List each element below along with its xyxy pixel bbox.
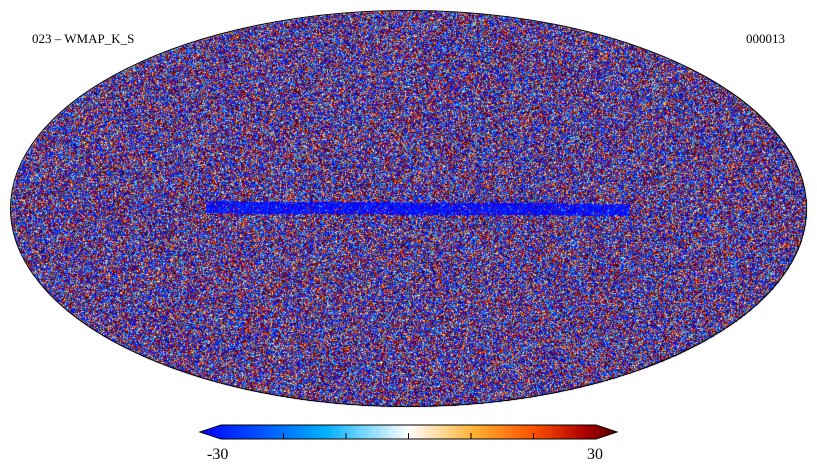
colorbar-min-label: -30 — [207, 446, 229, 463]
map-title: 023 – WMAP_K_S — [32, 31, 135, 46]
map-id: 000013 — [746, 31, 785, 46]
colorbar-bar — [198, 424, 619, 440]
mollweide-boundary — [10, 10, 807, 407]
colorbar-max-label: 30 — [587, 446, 603, 463]
colorbar-ticks — [283, 433, 534, 439]
